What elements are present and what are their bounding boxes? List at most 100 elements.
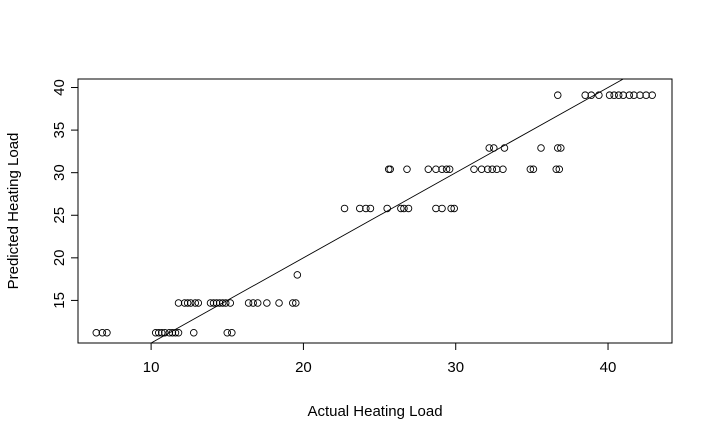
data-point	[642, 91, 650, 99]
data-point	[171, 329, 180, 337]
data-point	[636, 91, 644, 99]
data-point	[218, 299, 227, 307]
data-point	[362, 204, 370, 213]
data-point	[174, 299, 183, 307]
data-point	[340, 204, 349, 213]
data-point	[168, 329, 177, 337]
y-tick-label: 15	[51, 292, 68, 309]
data-point	[424, 165, 433, 174]
data-point	[554, 91, 562, 99]
data-point	[477, 165, 486, 174]
data-point	[470, 165, 478, 174]
data-point	[438, 165, 446, 174]
data-point	[490, 144, 498, 152]
data-point	[526, 165, 535, 174]
data-point	[445, 165, 454, 174]
data-point	[595, 91, 603, 99]
data-point	[158, 329, 166, 337]
plot-frame	[77, 78, 673, 344]
y-tick-label: 40	[51, 79, 68, 96]
data-point	[438, 204, 446, 213]
data-point	[554, 144, 562, 152]
data-point	[619, 91, 628, 99]
data-point	[397, 204, 405, 213]
data-point	[215, 299, 224, 307]
reference-line	[150, 78, 624, 344]
data-point	[403, 165, 411, 174]
data-point	[174, 329, 183, 337]
data-point	[483, 165, 492, 174]
data-point	[610, 91, 618, 99]
data-point	[103, 329, 111, 337]
data-point	[630, 91, 638, 99]
data-point	[625, 91, 634, 99]
data-point	[485, 144, 493, 152]
data-point	[191, 299, 200, 307]
data-point	[228, 329, 236, 337]
data-point	[614, 91, 623, 99]
data-point	[92, 329, 101, 337]
data-point	[555, 165, 564, 174]
data-point	[263, 299, 271, 307]
data-point	[587, 91, 596, 99]
data-point	[557, 144, 565, 152]
y-tick-label: 25	[51, 207, 68, 224]
y-tick-label: 20	[51, 249, 68, 266]
data-point	[161, 329, 169, 337]
data-point	[293, 271, 302, 279]
data-point	[190, 329, 198, 337]
data-point	[581, 91, 589, 99]
data-point	[500, 144, 509, 152]
y-axis-title: Predicted Heating Load	[5, 133, 22, 290]
data-point	[226, 299, 235, 307]
data-point	[154, 329, 163, 337]
data-point	[206, 299, 215, 307]
data-point	[212, 299, 221, 307]
data-point	[221, 299, 230, 307]
data-point	[552, 165, 560, 174]
data-point	[432, 165, 440, 174]
x-tick-label: 20	[295, 359, 312, 376]
data-point	[432, 204, 440, 213]
y-axis: 15 20 25 30 35 40	[51, 79, 78, 309]
data-point	[183, 299, 192, 307]
x-tick-label: 10	[143, 359, 160, 376]
x-axis: 10 20 30 40	[143, 343, 617, 376]
data-point	[209, 299, 218, 307]
data-point	[244, 299, 253, 307]
data-point	[289, 299, 297, 307]
data-point	[292, 299, 300, 307]
data-point	[386, 165, 394, 174]
data-point	[442, 165, 451, 174]
data-point	[648, 91, 656, 99]
data-point	[98, 329, 107, 337]
data-point	[253, 299, 262, 307]
data-point	[404, 204, 413, 213]
x-tick-label: 40	[600, 359, 617, 376]
data-point	[537, 144, 545, 152]
y-tick-label: 30	[51, 164, 68, 181]
data-point	[529, 165, 538, 174]
data-point	[383, 204, 391, 213]
data-point	[450, 204, 458, 213]
data-point	[605, 91, 614, 99]
data-point	[151, 329, 160, 337]
data-point	[400, 204, 408, 213]
x-tick-label: 30	[447, 359, 464, 376]
data-point	[499, 165, 507, 174]
data-point	[447, 204, 455, 213]
data-point	[488, 165, 497, 174]
data-point	[249, 299, 257, 307]
data-point	[493, 165, 501, 174]
data-point	[366, 204, 375, 213]
data-point	[194, 299, 203, 307]
data-point	[165, 329, 174, 337]
data-point	[384, 165, 393, 174]
data-point	[275, 299, 283, 307]
data-point	[356, 204, 364, 213]
y-tick-label: 35	[51, 122, 68, 139]
data-point	[180, 299, 189, 307]
x-axis-title: Actual Heating Load	[307, 403, 442, 420]
data-point	[223, 329, 232, 337]
